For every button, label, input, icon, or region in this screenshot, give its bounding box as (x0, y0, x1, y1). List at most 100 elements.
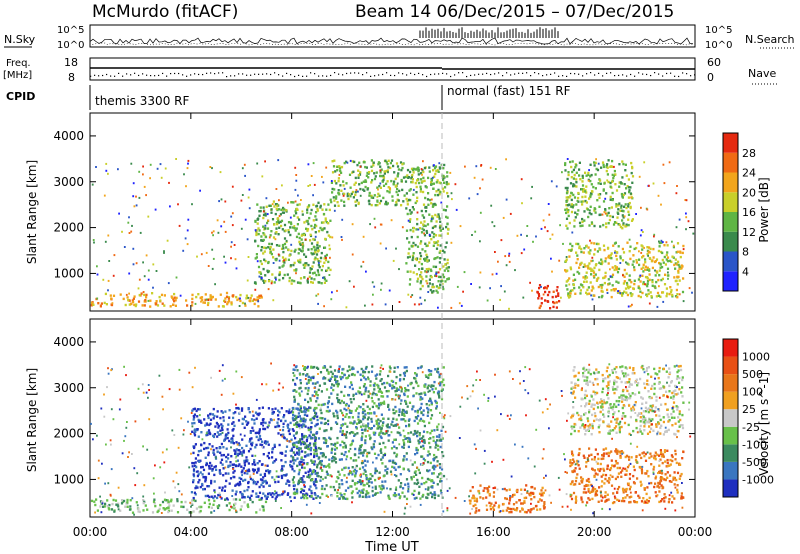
data-cell (416, 411, 419, 414)
data-cell (194, 486, 197, 490)
data-cell (212, 417, 215, 420)
data-cell (332, 196, 335, 199)
data-cell (379, 199, 383, 203)
data-cell (387, 159, 390, 162)
data-cell (316, 422, 319, 426)
data-cell (324, 258, 328, 262)
data-cell (319, 452, 322, 455)
data-cell (307, 400, 310, 404)
data-cell (192, 480, 195, 484)
data-cell (314, 493, 317, 496)
data-cell (222, 446, 225, 449)
data-cell (311, 253, 314, 256)
data-cell (192, 469, 196, 473)
data-cell (191, 293, 194, 297)
data-cell (621, 247, 624, 251)
data-cell (410, 180, 413, 184)
data-cell (363, 459, 366, 462)
data-cell (289, 463, 292, 467)
data-cell (348, 280, 351, 283)
data-cell (261, 443, 264, 447)
data-cell (126, 505, 129, 508)
data-cell (578, 266, 581, 269)
nsky-tick-top: 10^5 (57, 25, 84, 36)
data-cell (582, 200, 585, 203)
data-cell (431, 493, 434, 496)
data-cell (329, 377, 332, 380)
data-cell (271, 412, 274, 415)
data-cell (598, 296, 600, 299)
data-cell (303, 413, 306, 417)
data-cell (113, 254, 116, 257)
data-cell (420, 231, 424, 234)
data-cell (162, 507, 165, 510)
data-cell (502, 502, 505, 506)
data-cell (357, 418, 360, 421)
data-cell (176, 498, 179, 501)
data-cell (293, 441, 296, 445)
data-cell (362, 451, 365, 454)
data-cell (617, 212, 620, 215)
data-cell (331, 372, 334, 375)
data-cell (355, 487, 358, 490)
data-cell (325, 494, 328, 497)
data-cell (232, 294, 235, 297)
data-cell (232, 421, 235, 424)
data-cell (410, 235, 413, 239)
data-cell (654, 475, 658, 478)
data-cell (255, 443, 258, 447)
data-cell (406, 200, 409, 203)
data-cell (610, 289, 613, 292)
data-cell (123, 499, 126, 503)
data-cell (441, 187, 444, 190)
data-cell (492, 508, 495, 511)
data-cell (642, 270, 645, 273)
data-cell (553, 301, 556, 305)
data-cell (421, 419, 424, 423)
data-cell (262, 238, 265, 242)
data-cell (99, 505, 102, 508)
data-cell (135, 204, 138, 207)
data-cell (220, 225, 223, 228)
data-cell (354, 193, 357, 197)
nave-dot (398, 72, 400, 74)
data-cell (627, 186, 631, 189)
data-cell (306, 208, 309, 211)
data-cell (644, 283, 646, 286)
data-cell (520, 233, 522, 236)
data-cell (668, 259, 672, 263)
data-cell (405, 366, 408, 369)
data-cell (597, 285, 600, 289)
data-cell (340, 390, 343, 394)
data-cell (303, 462, 306, 465)
data-cell (366, 425, 369, 428)
nave-dot (298, 74, 300, 76)
data-cell (142, 499, 145, 502)
nave-dot (462, 72, 464, 74)
data-cell (167, 500, 170, 503)
data-cell (652, 465, 656, 469)
data-cell (377, 386, 380, 389)
data-cell (445, 181, 448, 184)
data-cell (340, 165, 344, 169)
data-cell (681, 265, 684, 268)
data-cell (432, 481, 435, 484)
data-cell (416, 422, 420, 425)
data-cell (565, 224, 568, 227)
data-cell (380, 168, 383, 171)
data-cell (665, 294, 668, 298)
data-cell (282, 250, 285, 254)
data-cell (282, 433, 285, 436)
data-cell (314, 480, 317, 483)
data-cell (363, 376, 366, 379)
data-cell (255, 256, 258, 259)
data-cell (300, 249, 303, 252)
data-cell (427, 486, 430, 489)
data-cell (620, 204, 623, 207)
data-cell (248, 440, 251, 443)
data-cell (414, 380, 418, 383)
data-cell (297, 481, 300, 484)
data-cell (483, 487, 486, 490)
data-cell (475, 509, 478, 513)
data-cell (385, 170, 388, 173)
